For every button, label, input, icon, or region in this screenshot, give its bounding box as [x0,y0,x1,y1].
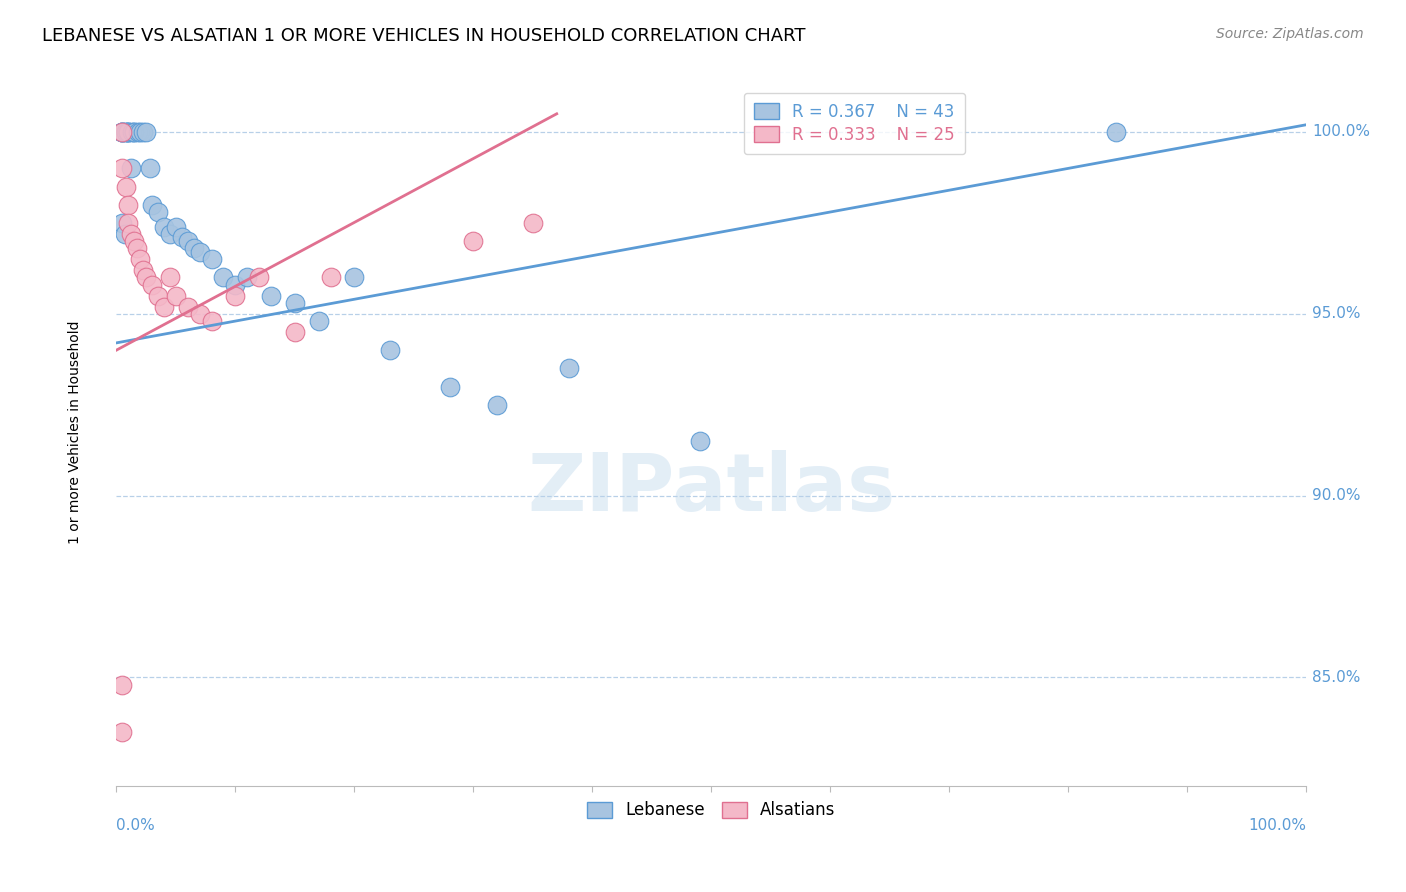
Text: 90.0%: 90.0% [1312,488,1361,503]
Point [141,197,163,211]
Point [159,227,181,241]
Point [557,361,579,376]
Point [165,219,187,234]
Point [131,125,153,139]
Point [141,277,163,292]
Point [177,300,200,314]
Point [212,270,235,285]
Point [146,288,169,302]
Point [319,270,342,285]
Point [115,125,138,139]
Point [188,244,211,259]
Point [111,125,134,139]
Point [308,314,330,328]
Point [463,234,485,248]
Point [117,125,139,139]
Point [153,219,176,234]
Point [111,125,134,139]
Point [486,398,509,412]
Point [153,300,176,314]
Point [117,197,139,211]
Point [165,288,187,302]
Point [125,241,148,255]
Point [117,125,139,139]
Point [122,125,145,139]
Point [138,161,160,176]
Text: 100.0%: 100.0% [1249,818,1306,833]
Point [135,125,157,139]
Point [111,125,134,139]
Point [129,252,152,267]
Point [135,270,157,285]
Point [170,230,193,244]
Point [129,125,152,139]
Point [260,288,283,302]
Point [114,227,136,241]
Point [111,725,134,739]
Point [111,216,134,230]
Point [247,270,270,285]
Point [131,263,153,277]
Legend: Lebanese, Alsatians: Lebanese, Alsatians [579,793,844,828]
Point [122,125,145,139]
Point [120,161,142,176]
Point [236,270,259,285]
Text: 1 or more Vehicles in Household: 1 or more Vehicles in Household [67,320,82,544]
Point [120,227,142,241]
Point [111,125,134,139]
Point [439,379,461,393]
Text: 95.0%: 95.0% [1312,306,1361,321]
Point [111,678,134,692]
Text: 85.0%: 85.0% [1312,670,1361,685]
Point [111,125,134,139]
Point [183,241,205,255]
Point [224,277,246,292]
Point [127,125,149,139]
Point [146,205,169,219]
Point [378,343,401,358]
Point [689,434,711,448]
Point [122,234,145,248]
Point [177,234,200,248]
Point [1105,125,1128,139]
Point [115,125,138,139]
Point [284,325,307,339]
Point [224,288,246,302]
Text: 100.0%: 100.0% [1312,125,1371,139]
Point [188,307,211,321]
Point [200,252,222,267]
Text: Source: ZipAtlas.com: Source: ZipAtlas.com [1216,27,1364,41]
Point [115,179,138,194]
Point [200,314,222,328]
Point [111,161,134,176]
Text: 0.0%: 0.0% [117,818,155,833]
Point [343,270,366,285]
Point [159,270,181,285]
Point [117,216,139,230]
Text: ZIPatlas: ZIPatlas [527,450,896,528]
Point [121,125,143,139]
Point [117,125,139,139]
Point [522,216,544,230]
Point [284,296,307,310]
Text: LEBANESE VS ALSATIAN 1 OR MORE VEHICLES IN HOUSEHOLD CORRELATION CHART: LEBANESE VS ALSATIAN 1 OR MORE VEHICLES … [42,27,806,45]
